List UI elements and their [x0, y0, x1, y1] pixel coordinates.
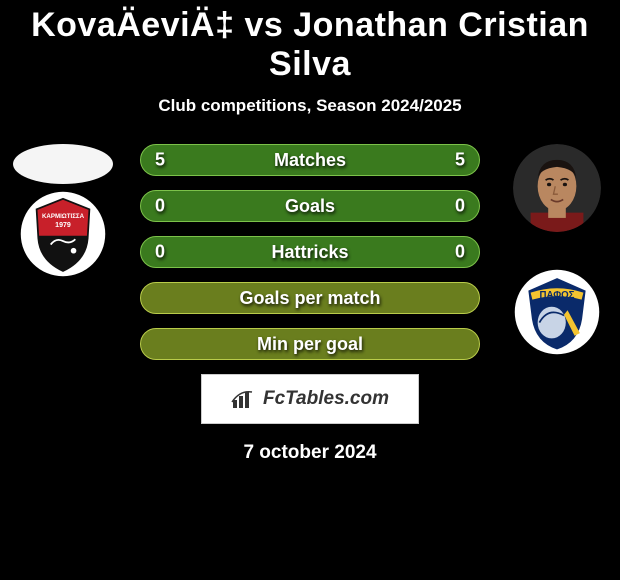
- comparison-content: ΚΑΡΜΙΩΤΙΣΣΑ 1979: [0, 144, 620, 464]
- right-team-logo: ΠΑΦΟΣ: [512, 268, 602, 356]
- stat-row-goals-per-match: Goals per match: [140, 282, 480, 314]
- stat-bars: 5 Matches 5 0 Goals 0 0 Hattricks 0 Goal…: [140, 144, 480, 360]
- stat-label: Min per goal: [257, 334, 363, 355]
- right-logo-text: ΠΑΦΟΣ: [540, 290, 575, 301]
- right-player-column: ΠΑΦΟΣ: [502, 144, 612, 356]
- left-player-photo: [13, 144, 113, 184]
- right-player-photo: [513, 144, 601, 232]
- stat-label: Hattricks: [271, 242, 348, 263]
- left-logo-year: 1979: [55, 222, 71, 229]
- player-avatar-icon: [513, 144, 601, 232]
- stat-row-matches: 5 Matches 5: [140, 144, 480, 176]
- crest-icon: ΠΑΦΟΣ: [512, 268, 602, 356]
- shield-icon: ΚΑΡΜΙΩΤΙΣΣΑ 1979: [18, 190, 108, 278]
- stat-left-value: 0: [155, 242, 165, 263]
- stat-row-min-per-goal: Min per goal: [140, 328, 480, 360]
- stat-label: Goals per match: [239, 288, 380, 309]
- stat-label: Goals: [285, 196, 335, 217]
- stat-right-value: 5: [455, 150, 465, 171]
- watermark: FcTables.com: [201, 374, 419, 424]
- watermark-text: FcTables.com: [263, 388, 389, 410]
- page-subtitle: Club competitions, Season 2024/2025: [0, 96, 620, 116]
- stat-right-value: 0: [455, 196, 465, 217]
- left-player-column: ΚΑΡΜΙΩΤΙΣΣΑ 1979: [8, 144, 118, 278]
- stat-row-goals: 0 Goals 0: [140, 190, 480, 222]
- left-logo-text: ΚΑΡΜΙΩΤΙΣΣΑ: [42, 213, 85, 220]
- stat-right-value: 0: [455, 242, 465, 263]
- stat-left-value: 0: [155, 196, 165, 217]
- stat-label: Matches: [274, 150, 346, 171]
- stat-left-value: 5: [155, 150, 165, 171]
- bar-chart-icon: [231, 388, 257, 410]
- left-team-logo: ΚΑΡΜΙΩΤΙΣΣΑ 1979: [18, 190, 108, 278]
- stat-row-hattricks: 0 Hattricks 0: [140, 236, 480, 268]
- comparison-date: 7 october 2024: [0, 442, 620, 464]
- page-title: KovaÄeviÄ‡ vs Jonathan Cristian Silva: [0, 0, 620, 84]
